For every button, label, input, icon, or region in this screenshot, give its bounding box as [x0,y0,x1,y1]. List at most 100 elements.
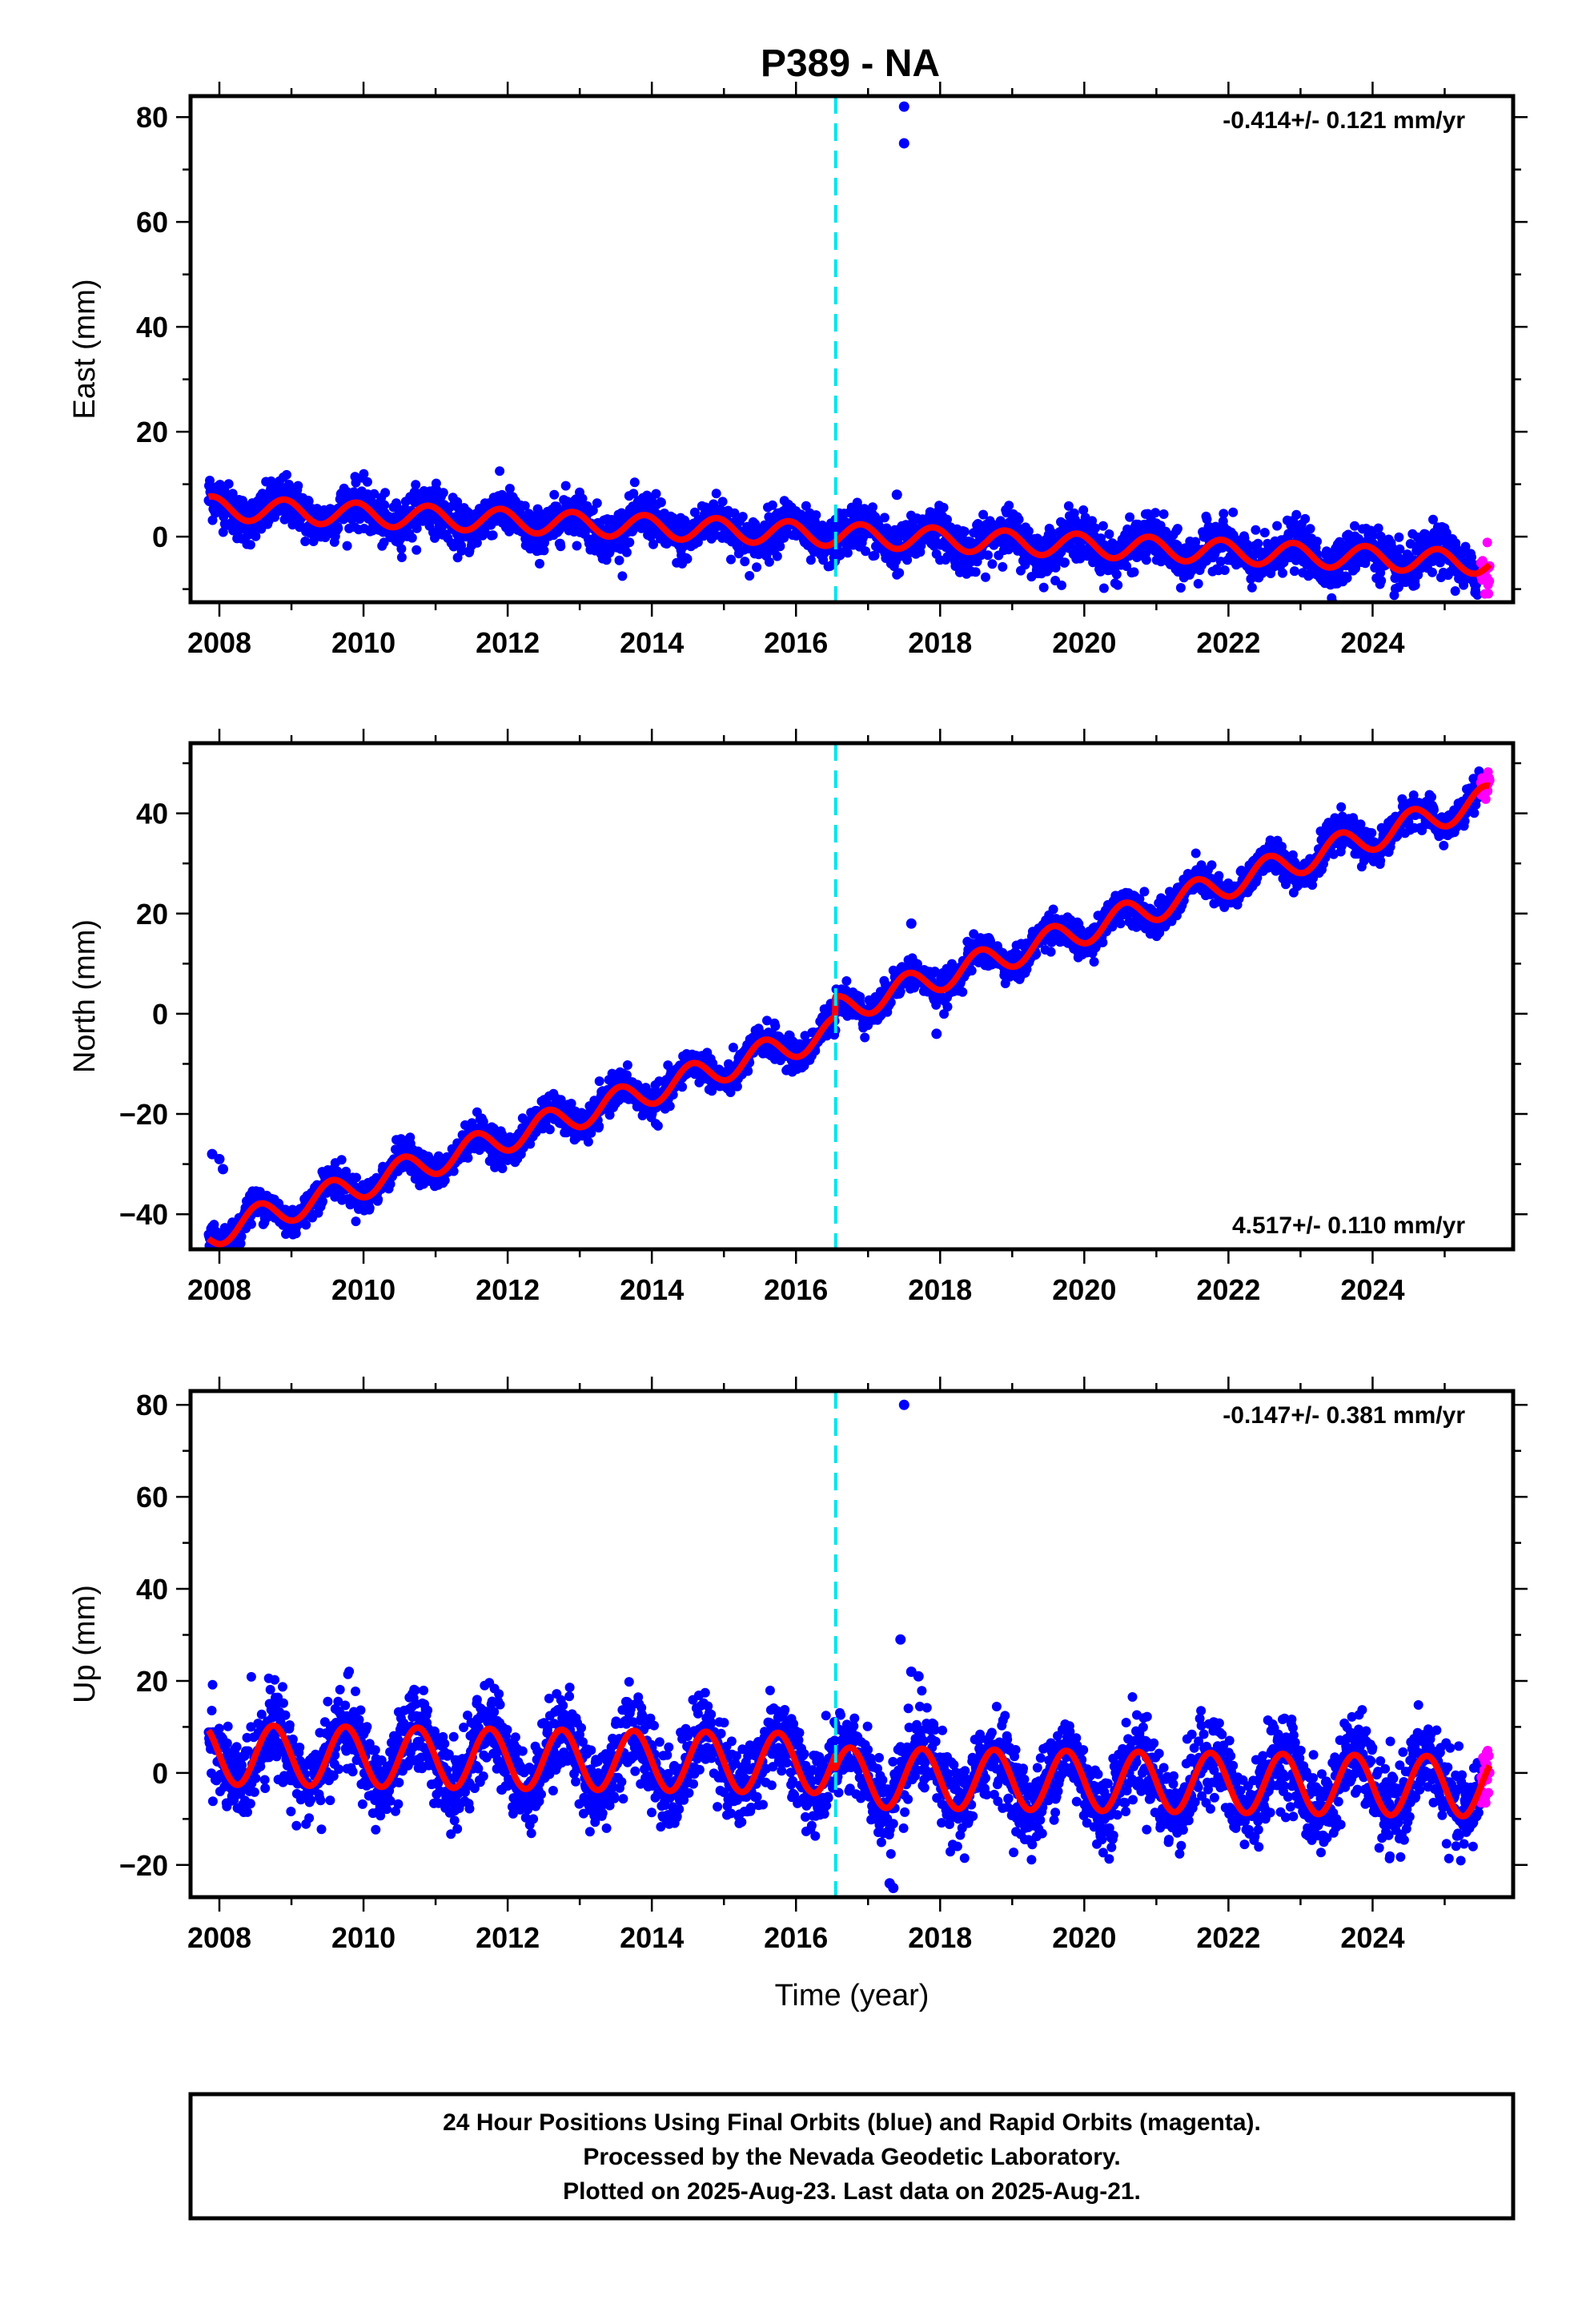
final-point [983,550,993,561]
final-point [1104,529,1114,539]
y-axis-label: East (mm) [68,279,102,419]
final-point [728,1043,738,1052]
y-tick-label: 40 [136,311,168,344]
final-point [902,555,913,565]
x-tick-label: 2012 [476,626,540,659]
final-point [291,1228,301,1239]
final-point [1057,580,1066,590]
final-point [879,513,889,523]
final-point [811,510,821,521]
final-point [1096,533,1106,544]
final-point [472,537,482,548]
outlier-point [891,489,902,501]
final-point [1004,501,1014,511]
x-tick-label: 2024 [1340,626,1404,659]
final-point [801,501,811,511]
final-point [300,537,311,546]
final-point [1087,516,1098,526]
final-point [1150,508,1161,518]
final-point [1305,524,1315,534]
final-point [497,1164,508,1173]
final-point [842,548,853,558]
final-point [1291,509,1302,520]
final-point [379,500,390,510]
final-point [520,501,530,511]
final-point [1078,505,1089,515]
final-point [959,526,970,537]
final-point [916,541,926,551]
final-point [1090,523,1100,533]
x-tick-label: 2016 [764,626,828,659]
final-point [411,480,421,490]
final-point [622,1060,632,1070]
final-point [740,557,750,567]
final-point [583,1136,593,1147]
final-point [1289,566,1299,577]
final-point [970,567,981,577]
final-point [1175,583,1186,593]
final-point [1450,586,1460,596]
final-point [220,1254,230,1264]
final-point [617,571,628,581]
final-point [752,562,762,573]
x-tick-label: 2018 [908,626,972,659]
final-point [1172,524,1182,534]
panel-east: 2008 2010 2012 2014 2016 2018 2020 2022 20240204… [68,82,1528,659]
outlier-point [898,138,909,149]
final-point [869,550,880,561]
final-point [711,489,721,499]
final-point [1247,582,1257,593]
final-point [407,533,417,543]
final-point [1228,507,1239,517]
final-point [282,469,291,480]
final-point [1278,568,1287,578]
final-point [592,498,602,509]
final-point [480,525,490,536]
final-point [379,537,389,548]
final-point [373,1194,383,1204]
final-point [764,557,774,567]
final-point [629,477,640,488]
final-point [677,1082,688,1092]
final-point [1253,538,1263,549]
final-point [412,523,422,533]
final-point [942,514,952,525]
final-point [1098,521,1108,531]
y-tick-label: 80 [136,101,168,134]
final-point [488,530,498,541]
panels: 2008 2010 2012 2014 2016 2018 2020 2022 20240204… [68,82,1528,2012]
rapid-point [1484,589,1494,599]
velocity-rate-label: -0.414+/- 0.121 mm/yr [1223,107,1465,134]
final-point [729,508,740,518]
final-point [717,497,728,507]
x-tick-label: 2010 [331,626,396,659]
final-point [651,489,661,499]
final-point [364,1203,375,1213]
final-point [624,537,635,548]
final-point [981,572,990,582]
final-point [246,1219,256,1229]
final-point [805,555,816,565]
final-point [1272,521,1283,531]
plot-area-north [203,743,1495,1264]
final-point [1111,569,1122,580]
final-point [577,493,588,504]
final-point [1259,528,1270,538]
final-point [1098,583,1109,593]
plot-area-east [203,96,1495,602]
x-tick-label: 2008 [187,626,251,659]
final-point [1219,565,1230,575]
final-point [1129,567,1139,577]
final-point [978,509,989,520]
final-point [998,561,1008,572]
final-point [1394,532,1404,542]
final-point [572,541,582,551]
final-point [351,1216,361,1227]
final-point [351,1172,361,1183]
final-point [767,500,777,510]
final-point [1023,526,1034,537]
final-point [359,468,369,479]
outlier-point [898,101,909,112]
final-point [318,1196,327,1207]
